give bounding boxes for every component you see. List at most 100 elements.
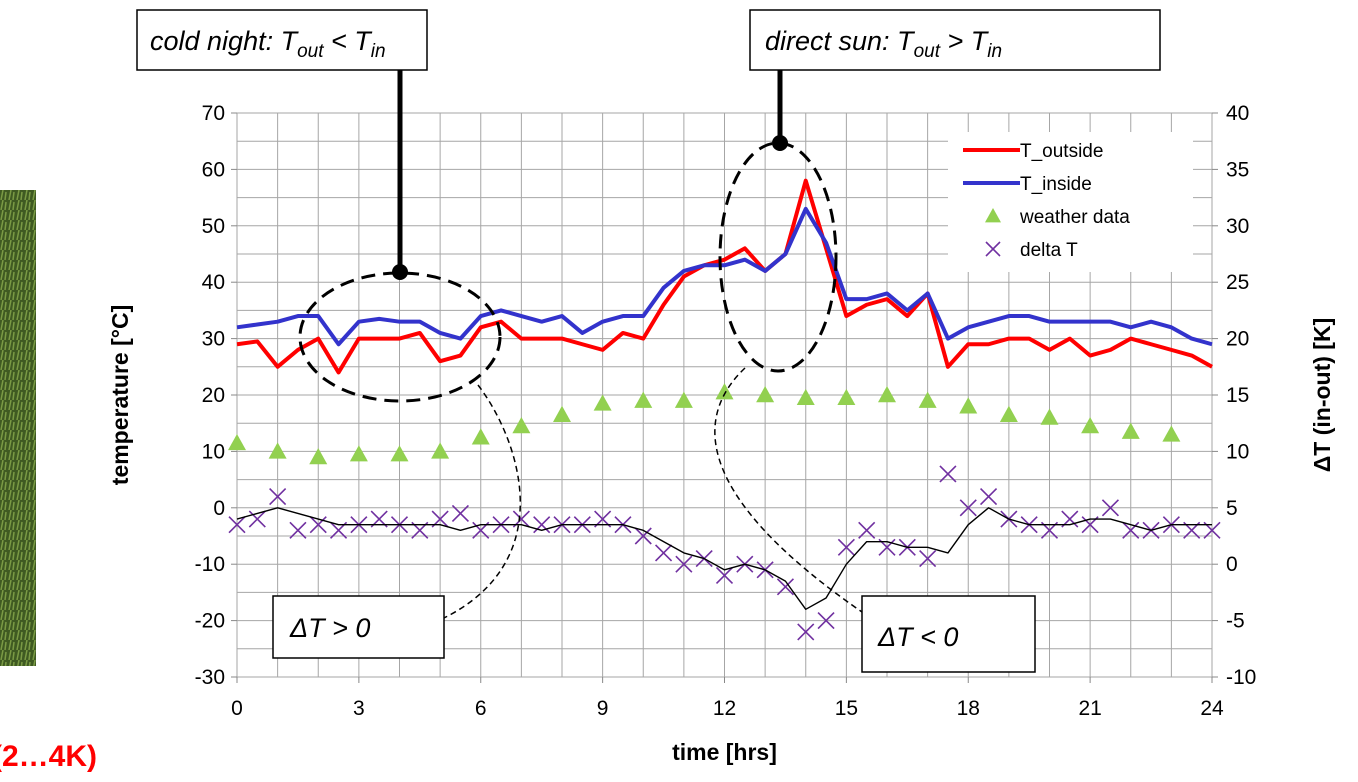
y-tick-label: 20	[202, 384, 225, 407]
x-tick-label: 15	[835, 697, 858, 720]
data-point	[634, 391, 653, 408]
y2-tick-label: 0	[1226, 553, 1238, 576]
legend-swatch	[985, 208, 1001, 223]
data-point	[796, 388, 815, 406]
y2-tick-label: -5	[1226, 610, 1245, 633]
data-point	[715, 566, 734, 585]
annotation-box	[272, 595, 445, 659]
y-tick-label: 30	[202, 328, 225, 351]
data-point	[837, 538, 855, 556]
dashed-connector	[714, 367, 863, 613]
x-tick-label: 24	[1200, 697, 1224, 720]
data-point	[349, 445, 368, 462]
side-note: (2…4K)	[0, 740, 97, 773]
data-point	[979, 487, 998, 506]
y-axis-title: temperature [°C]	[107, 305, 133, 485]
y2-tick-label: 5	[1226, 497, 1238, 520]
data-point	[451, 504, 470, 523]
x-tick-label: 12	[713, 697, 736, 720]
annotation-box	[861, 595, 1036, 673]
data-point	[776, 578, 795, 596]
x-tick-label: 3	[353, 697, 365, 720]
annotation-subscript: in	[987, 41, 1002, 62]
legend-label: T_inside	[1020, 174, 1092, 195]
data-point	[797, 623, 815, 641]
data-point	[1121, 422, 1140, 439]
x-tick-label: 6	[475, 697, 487, 720]
y2-axis-title: ΔT (in-out) [K]	[1309, 318, 1335, 472]
data-point	[674, 391, 693, 408]
annotation: direct sun: Tout > Tin	[765, 26, 1002, 62]
y-tick-label: 60	[202, 158, 225, 181]
annotation-subscript: in	[371, 41, 386, 62]
y2-tick-label: 40	[1226, 102, 1249, 125]
legend-label: delta T	[1020, 240, 1078, 261]
data-point	[533, 516, 551, 534]
data-point	[248, 510, 266, 528]
x-tick-label: 21	[1078, 697, 1101, 720]
data-point	[309, 448, 328, 465]
x-tick-label: 18	[957, 697, 980, 720]
data-point	[756, 386, 775, 403]
photo-texture	[0, 190, 36, 666]
y2-tick-label: 35	[1226, 158, 1249, 181]
y-tick-label: 0	[213, 497, 225, 520]
annotation-text: ΔT > 0	[289, 613, 370, 643]
data-point	[1101, 499, 1120, 517]
data-point	[715, 383, 734, 400]
data-point	[959, 397, 978, 414]
data-point	[512, 417, 531, 434]
legend-label: T_outside	[1020, 141, 1103, 162]
data-point	[1081, 417, 1100, 434]
data-point	[837, 388, 856, 406]
highlight-ellipse	[718, 141, 838, 373]
y-tick-label: 50	[202, 215, 225, 238]
annotation: cold night: Tout < Tin	[150, 26, 386, 62]
y-tick-label: -30	[195, 666, 225, 689]
data-point	[471, 428, 490, 445]
data-point	[593, 394, 612, 411]
data-point	[675, 555, 693, 573]
annotation-text: > T	[940, 26, 990, 56]
data-line	[236, 206, 1213, 347]
annotation-text: < T	[324, 26, 374, 56]
leader-dot	[392, 264, 408, 280]
data-point	[289, 521, 307, 539]
y2-tick-label: 30	[1226, 215, 1249, 238]
dashed-connector	[443, 384, 521, 619]
annotation: ΔT < 0	[877, 622, 958, 652]
data-point	[228, 433, 246, 451]
data-point	[654, 544, 673, 562]
annotation-text: cold night: T	[150, 26, 300, 56]
y2-tick-label: 15	[1226, 384, 1249, 407]
data-point	[919, 549, 937, 568]
data-point	[999, 405, 1018, 422]
y2-tick-label: -10	[1226, 666, 1256, 689]
data-point	[939, 465, 957, 483]
data-point	[269, 487, 287, 506]
data-point	[309, 516, 327, 534]
annotation-subscript: out	[297, 41, 324, 62]
y-tick-label: -20	[195, 610, 225, 633]
legend-box	[948, 132, 1193, 272]
y2-tick-label: 25	[1226, 271, 1249, 294]
data-line	[236, 507, 1212, 611]
annotation-subscript: out	[914, 41, 941, 62]
data-point	[878, 386, 896, 403]
data-point	[1040, 408, 1059, 425]
data-point	[959, 499, 977, 517]
legend-swatch	[985, 241, 1001, 257]
x-tick-label: 9	[597, 697, 609, 720]
x-tick-label: 0	[231, 697, 243, 720]
annotation: ΔT > 0	[289, 613, 370, 643]
data-point	[634, 527, 652, 545]
data-point	[1162, 425, 1181, 442]
x-axis-title: time [hrs]	[672, 739, 777, 765]
data-point	[268, 442, 287, 459]
data-point	[817, 612, 835, 630]
y-tick-label: -10	[195, 553, 225, 576]
highlight-ellipse	[298, 271, 502, 403]
y-tick-label: 10	[202, 440, 225, 463]
data-point	[553, 405, 571, 422]
